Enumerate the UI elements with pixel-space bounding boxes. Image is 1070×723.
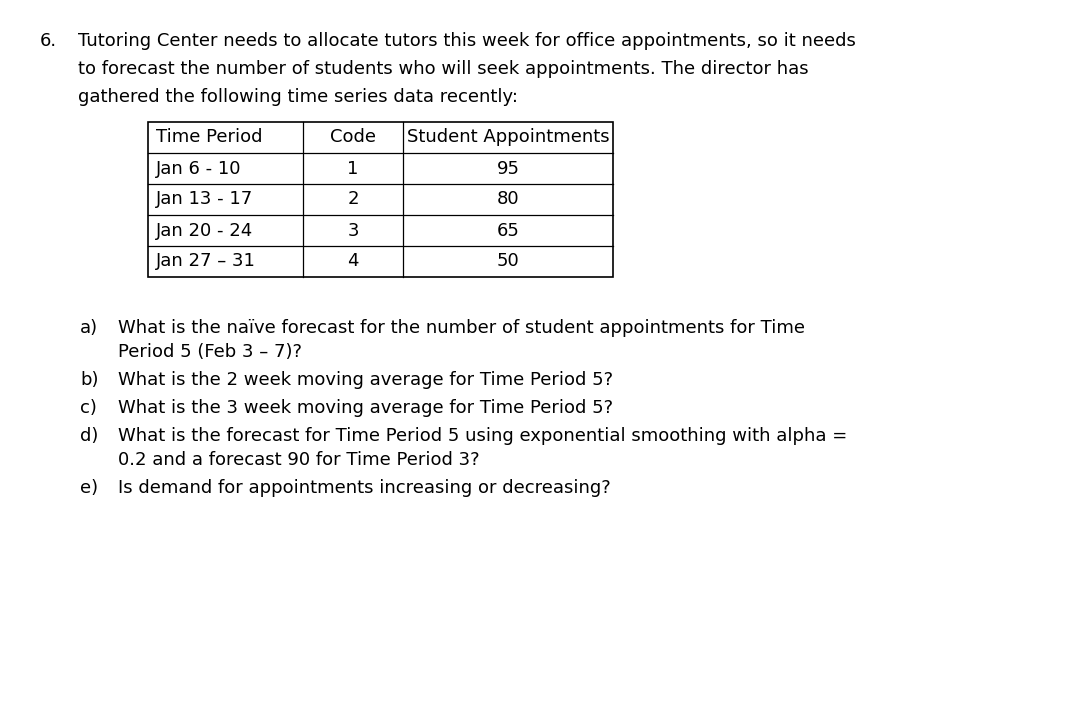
Text: 4: 4 [348,252,358,270]
Text: Jan 20 - 24: Jan 20 - 24 [156,221,254,239]
Text: 0.2 and a forecast 90 for Time Period 3?: 0.2 and a forecast 90 for Time Period 3? [118,451,479,469]
Text: 95: 95 [496,160,520,178]
Text: 50: 50 [496,252,519,270]
Text: What is the forecast for Time Period 5 using exponential smoothing with alpha =: What is the forecast for Time Period 5 u… [118,427,847,445]
Text: 3: 3 [348,221,358,239]
Text: Tutoring Center needs to allocate tutors this week for office appointments, so i: Tutoring Center needs to allocate tutors… [78,32,856,50]
Text: 80: 80 [496,190,519,208]
Text: Jan 6 - 10: Jan 6 - 10 [156,160,242,178]
Text: What is the naïve forecast for the number of student appointments for Time: What is the naïve forecast for the numbe… [118,319,805,337]
Text: 65: 65 [496,221,519,239]
Text: What is the 2 week moving average for Time Period 5?: What is the 2 week moving average for Ti… [118,371,613,389]
Text: gathered the following time series data recently:: gathered the following time series data … [78,88,518,106]
Text: Is demand for appointments increasing or decreasing?: Is demand for appointments increasing or… [118,479,611,497]
Text: Student Appointments: Student Appointments [407,129,609,147]
Text: Code: Code [330,129,376,147]
Text: What is the 3 week moving average for Time Period 5?: What is the 3 week moving average for Ti… [118,399,613,417]
Text: Time Period: Time Period [156,129,262,147]
Text: 6.: 6. [40,32,57,50]
Bar [148,122,613,277]
Text: d): d) [80,427,98,445]
Text: 2: 2 [348,190,358,208]
Text: a): a) [80,319,98,337]
Text: Period 5 (Feb 3 – 7)?: Period 5 (Feb 3 – 7)? [118,343,302,361]
Text: 1: 1 [348,160,358,178]
Text: to forecast the number of students who will seek appointments. The director has: to forecast the number of students who w… [78,60,809,78]
Text: e): e) [80,479,98,497]
Text: c): c) [80,399,97,417]
Text: b): b) [80,371,98,389]
Text: Jan 27 – 31: Jan 27 – 31 [156,252,256,270]
Text: Jan 13 - 17: Jan 13 - 17 [156,190,254,208]
